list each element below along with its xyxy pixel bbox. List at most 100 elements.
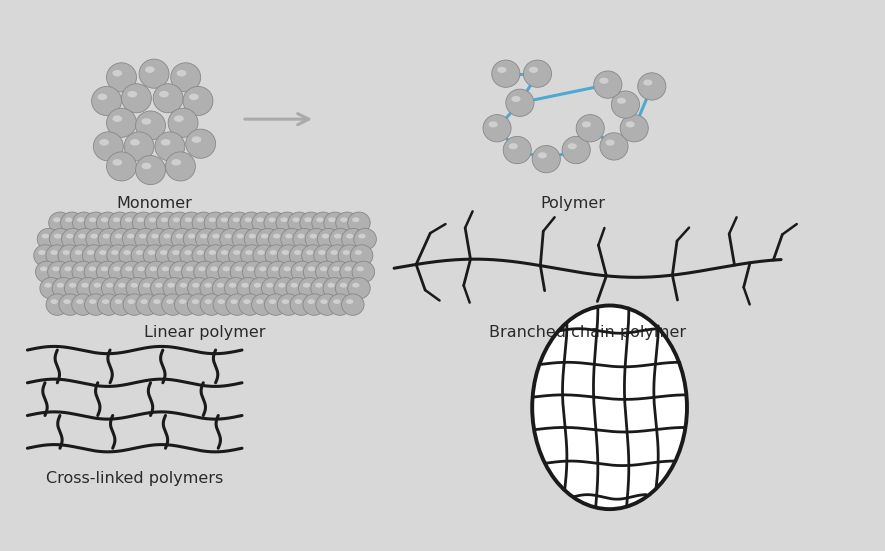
Ellipse shape [181, 261, 204, 283]
Ellipse shape [242, 283, 249, 288]
Ellipse shape [342, 294, 364, 315]
Ellipse shape [48, 261, 70, 283]
Ellipse shape [318, 229, 340, 250]
Ellipse shape [209, 217, 216, 222]
Ellipse shape [192, 245, 214, 266]
Ellipse shape [277, 245, 300, 266]
Ellipse shape [127, 299, 135, 304]
Ellipse shape [273, 278, 296, 299]
Ellipse shape [247, 267, 254, 271]
Ellipse shape [259, 267, 266, 271]
Ellipse shape [304, 217, 312, 222]
Ellipse shape [212, 234, 219, 239]
Text: Monomer: Monomer [116, 196, 192, 210]
Ellipse shape [529, 67, 538, 73]
Ellipse shape [489, 121, 497, 127]
Ellipse shape [171, 63, 201, 92]
Ellipse shape [328, 217, 335, 222]
Ellipse shape [62, 229, 84, 250]
Ellipse shape [90, 234, 97, 239]
Ellipse shape [311, 278, 334, 299]
Ellipse shape [340, 283, 347, 288]
Ellipse shape [106, 152, 136, 181]
Ellipse shape [196, 229, 218, 250]
Ellipse shape [168, 108, 198, 137]
Ellipse shape [243, 299, 250, 304]
Ellipse shape [153, 84, 183, 113]
Ellipse shape [348, 212, 370, 234]
Ellipse shape [251, 294, 274, 315]
Ellipse shape [232, 229, 255, 250]
Ellipse shape [233, 217, 240, 222]
Ellipse shape [306, 250, 313, 255]
Ellipse shape [268, 217, 276, 222]
Ellipse shape [200, 234, 207, 239]
Ellipse shape [249, 234, 256, 239]
Ellipse shape [344, 267, 351, 271]
Ellipse shape [225, 278, 247, 299]
Ellipse shape [581, 121, 591, 127]
Ellipse shape [115, 299, 122, 304]
Ellipse shape [40, 278, 63, 299]
Ellipse shape [315, 283, 322, 288]
Ellipse shape [97, 94, 107, 100]
Ellipse shape [327, 283, 335, 288]
Ellipse shape [94, 283, 101, 288]
Ellipse shape [72, 261, 95, 283]
Ellipse shape [264, 212, 287, 234]
Ellipse shape [213, 294, 235, 315]
Ellipse shape [112, 159, 122, 166]
Ellipse shape [121, 84, 151, 113]
Ellipse shape [200, 278, 222, 299]
Ellipse shape [239, 294, 261, 315]
Ellipse shape [161, 139, 171, 145]
Ellipse shape [562, 137, 590, 164]
Ellipse shape [162, 294, 184, 315]
Ellipse shape [35, 261, 58, 283]
Ellipse shape [316, 261, 338, 283]
Ellipse shape [346, 299, 353, 304]
Ellipse shape [133, 212, 155, 234]
Ellipse shape [252, 212, 274, 234]
Ellipse shape [254, 283, 261, 288]
Ellipse shape [112, 70, 122, 77]
Ellipse shape [333, 299, 341, 304]
Ellipse shape [354, 229, 376, 250]
Ellipse shape [643, 79, 652, 85]
Ellipse shape [352, 261, 374, 283]
Ellipse shape [192, 299, 199, 304]
Ellipse shape [219, 229, 242, 250]
Ellipse shape [250, 278, 272, 299]
Ellipse shape [230, 299, 238, 304]
Ellipse shape [223, 267, 230, 271]
Ellipse shape [156, 245, 178, 266]
Ellipse shape [50, 229, 72, 250]
Ellipse shape [171, 229, 194, 250]
Ellipse shape [342, 229, 365, 250]
Ellipse shape [269, 229, 291, 250]
Ellipse shape [270, 250, 277, 255]
Ellipse shape [159, 91, 169, 98]
Ellipse shape [167, 283, 174, 288]
Ellipse shape [290, 294, 312, 315]
Ellipse shape [217, 283, 224, 288]
Ellipse shape [120, 261, 143, 283]
Ellipse shape [332, 267, 340, 271]
Ellipse shape [167, 245, 190, 266]
Ellipse shape [504, 137, 531, 164]
Ellipse shape [352, 217, 359, 222]
Ellipse shape [111, 294, 133, 315]
Ellipse shape [97, 294, 120, 315]
Ellipse shape [192, 212, 215, 234]
Ellipse shape [76, 299, 83, 304]
Ellipse shape [180, 245, 203, 266]
Ellipse shape [319, 250, 326, 255]
Ellipse shape [281, 229, 304, 250]
Ellipse shape [277, 294, 300, 315]
Ellipse shape [96, 212, 119, 234]
Ellipse shape [180, 283, 187, 288]
Ellipse shape [186, 129, 216, 158]
Ellipse shape [310, 234, 317, 239]
Ellipse shape [65, 217, 73, 222]
Ellipse shape [179, 299, 186, 304]
